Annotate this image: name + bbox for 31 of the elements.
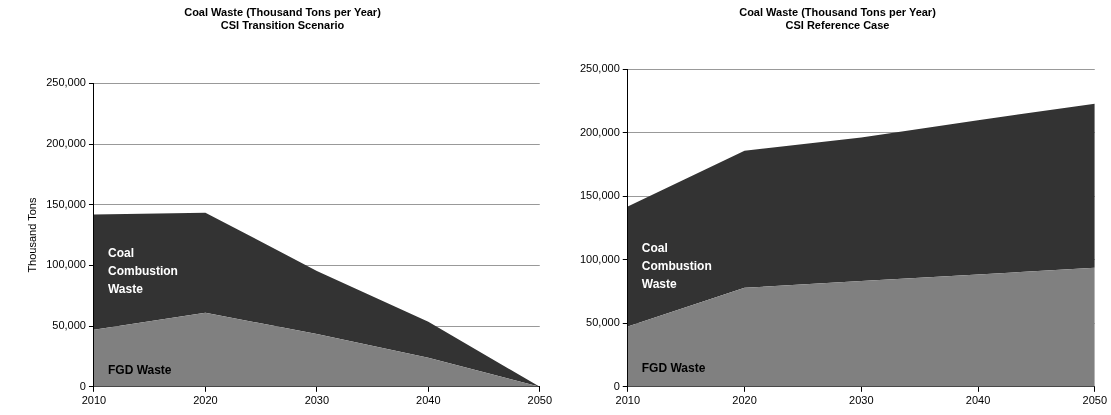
y-tick-label: 100,000 bbox=[46, 258, 86, 271]
x-tick-label: 2020 bbox=[732, 394, 757, 407]
series-label: FGD Waste bbox=[107, 362, 172, 377]
y-tick-label: 0 bbox=[613, 379, 620, 392]
x-tick-label: 2030 bbox=[849, 394, 874, 407]
y-tick-label: 0 bbox=[79, 379, 86, 392]
y-tick-label: 150,000 bbox=[46, 197, 86, 210]
series-label: Coal Combustion Waste bbox=[641, 240, 712, 291]
y-axis-title: Thousand Tons bbox=[25, 197, 38, 273]
y-tick-label: 50,000 bbox=[52, 319, 86, 332]
chart-subtitle: CSI Transition Scenario bbox=[220, 18, 345, 31]
series-label: Coal Combustion Waste bbox=[107, 246, 178, 297]
y-tick-label: 50,000 bbox=[586, 316, 620, 329]
y-tick-label: 250,000 bbox=[46, 76, 86, 89]
x-tick-label: 2010 bbox=[81, 394, 107, 407]
chart-subtitle: CSI Reference Case bbox=[785, 18, 890, 31]
chart-title: Coal Waste (Thousand Tons per Year) bbox=[739, 5, 937, 18]
x-tick-label: 2040 bbox=[416, 394, 441, 407]
y-tick-label: 150,000 bbox=[580, 189, 620, 202]
series-label: FGD Waste bbox=[641, 361, 706, 376]
y-tick-label: 100,000 bbox=[580, 252, 620, 265]
x-tick-label: 2010 bbox=[615, 394, 640, 407]
x-tick-label: 2020 bbox=[193, 394, 218, 407]
y-tick-label: 250,000 bbox=[580, 62, 620, 75]
chart-title: Coal Waste (Thousand Tons per Year) bbox=[184, 5, 382, 18]
x-tick-label: 2030 bbox=[304, 394, 330, 407]
y-tick-label: 200,000 bbox=[580, 125, 620, 138]
y-tick-label: 200,000 bbox=[46, 137, 86, 150]
x-tick-label: 2050 bbox=[527, 394, 553, 407]
x-tick-label: 2050 bbox=[1082, 394, 1108, 407]
x-tick-label: 2040 bbox=[965, 394, 991, 407]
